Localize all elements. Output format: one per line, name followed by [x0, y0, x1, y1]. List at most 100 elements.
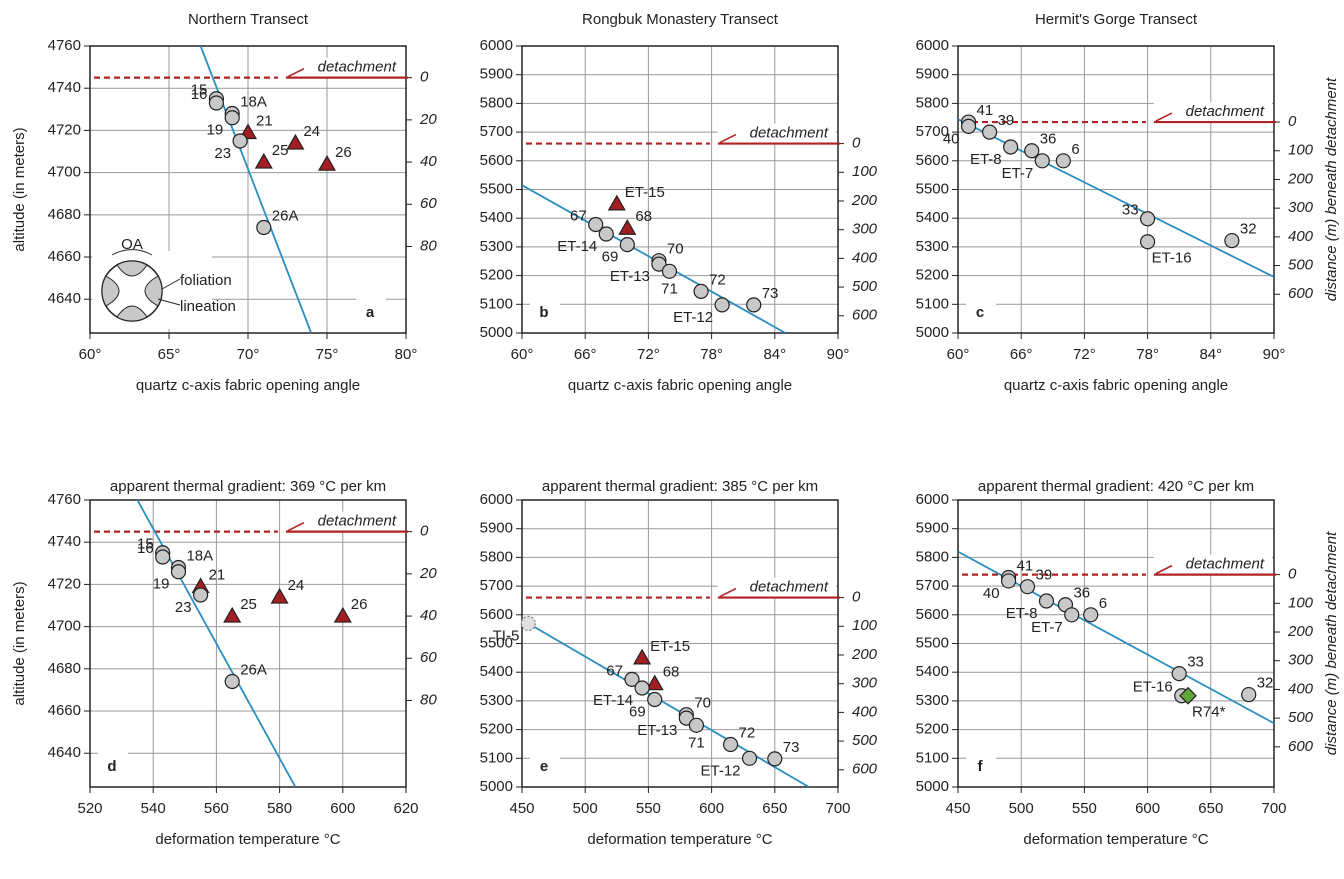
y2-tick-label: 0 [852, 589, 861, 606]
x-tick-label: 540 [141, 800, 166, 817]
inset-oa-arc [111, 249, 153, 256]
x-tick-label: 700 [825, 800, 850, 817]
y2-tick-label: 600 [852, 307, 878, 324]
point-label: ET-16 [1133, 679, 1173, 696]
circle-marker [170, 564, 187, 580]
circle-marker [714, 297, 730, 313]
y-axis-label: altitude (in meters) [11, 127, 28, 251]
circle-marker [1024, 143, 1040, 159]
point-label: 68 [663, 664, 680, 681]
y-tick-label: 5400 [916, 663, 949, 680]
y-tick-label: 5300 [916, 692, 949, 709]
y2-tick-label: 300 [852, 675, 878, 692]
y-tick-label: 5600 [916, 606, 949, 623]
y2-tick-label: 80 [420, 691, 437, 708]
y-tick-label: 5500 [916, 634, 949, 651]
point-label: 18A [240, 93, 267, 110]
x-tick-label: 78° [1136, 346, 1159, 363]
detachment-arrow [287, 521, 305, 532]
inset-pointer [157, 298, 181, 306]
panel: 60° 66° 72° 78° 84° 90°5000510052005300540055… [480, 11, 878, 394]
y2-tick-label: 300 [1288, 652, 1314, 669]
y2-tick-label: 100 [852, 617, 878, 634]
point-label: 19 [207, 122, 224, 139]
detachment-arrow [1155, 564, 1173, 575]
point-label: 71 [688, 734, 705, 751]
triangle-marker [254, 152, 273, 169]
point-label: R74* [1192, 704, 1226, 721]
point-label: 15 [137, 536, 154, 553]
y-tick-label: 4660 [48, 248, 81, 265]
y-tick-label: 5600 [480, 606, 513, 623]
x-tick-label: 600 [699, 800, 724, 817]
y2-tick-label: 0 [852, 135, 861, 152]
y2-tick-label: 0 [420, 523, 429, 540]
point-label: ET-12 [673, 309, 713, 326]
y2-tick-label: 0 [1288, 113, 1297, 130]
inset-label: foliation [180, 272, 232, 289]
y2-tick-label: 200 [1287, 170, 1314, 187]
circle-marker [634, 680, 650, 696]
point-label: 73 [762, 285, 779, 302]
circle-marker [1139, 234, 1156, 250]
point-label: 33 [1122, 202, 1139, 219]
x-tick-label: 66° [1010, 346, 1033, 363]
x-tick-label: 60° [947, 346, 970, 363]
y-tick-label: 5200 [916, 267, 949, 284]
x-tick-label: 72° [1073, 346, 1096, 363]
point-label: 24 [288, 577, 305, 594]
circle-marker [598, 226, 614, 242]
point-label: 26A [240, 661, 267, 678]
point-label: 39 [998, 112, 1015, 129]
circle-marker [960, 118, 977, 134]
detachment-arrow [719, 587, 737, 598]
x-tick-label: 72° [637, 346, 660, 363]
plot-frame [89, 45, 407, 334]
y-tick-label: 4740 [48, 533, 81, 550]
x-tick-label: 450 [509, 800, 534, 817]
y-tick-label: 5100 [916, 295, 949, 312]
point-label: 6 [1099, 595, 1107, 612]
y-tick-label: 4760 [48, 37, 81, 54]
detachment-label-box [1153, 554, 1272, 574]
panel: 60° 66° 72° 78° 84° 90°5000510052005300540055… [916, 11, 1340, 394]
y2-tick-label: 100 [1288, 594, 1314, 611]
circle-marker [746, 297, 762, 313]
point-label: 33 [1187, 654, 1204, 671]
detachment-label: detachment [318, 59, 397, 76]
point-label: 67 [570, 207, 587, 224]
x-tick-label: 620 [393, 800, 418, 817]
y-tick-label: 5800 [480, 548, 513, 565]
x-tick-label: 560 [204, 800, 229, 817]
triangle-marker [333, 606, 352, 623]
circle-marker [1034, 153, 1050, 169]
circle-marker [1055, 153, 1071, 169]
y2-tick-label: 60 [420, 195, 437, 212]
point-label: 71 [661, 280, 678, 297]
circle-marker [767, 751, 783, 767]
point-label: 21 [209, 566, 226, 583]
point-label: 25 [240, 596, 257, 613]
panel-letter: e [540, 758, 548, 775]
y-tick-label: 4720 [48, 575, 81, 592]
y2-tick-label: 600 [852, 761, 878, 778]
y2-tick-label: 20 [419, 111, 437, 128]
circle-marker [693, 283, 709, 299]
point-label: ET-13 [637, 722, 677, 739]
y2-tick-label: 500 [1288, 257, 1314, 274]
x-tick-label: 66° [574, 346, 597, 363]
x-tick-label: 520 [77, 800, 102, 817]
circle-marker [1000, 573, 1017, 589]
circle-marker [232, 133, 248, 149]
detachment-label-box [717, 123, 836, 143]
circle-marker [1038, 593, 1055, 609]
panel: 520 540 560 580 600 6204640466046804700472047… [11, 478, 437, 848]
y-tick-label: 5700 [480, 577, 513, 594]
inset-fabric [101, 260, 163, 322]
detachment-label-box [285, 57, 404, 77]
y2-tick-label: 60 [420, 649, 437, 666]
y2-tick-label: 500 [1288, 709, 1314, 726]
detachment-label-box [1153, 102, 1272, 122]
inset-pointer [161, 278, 181, 290]
